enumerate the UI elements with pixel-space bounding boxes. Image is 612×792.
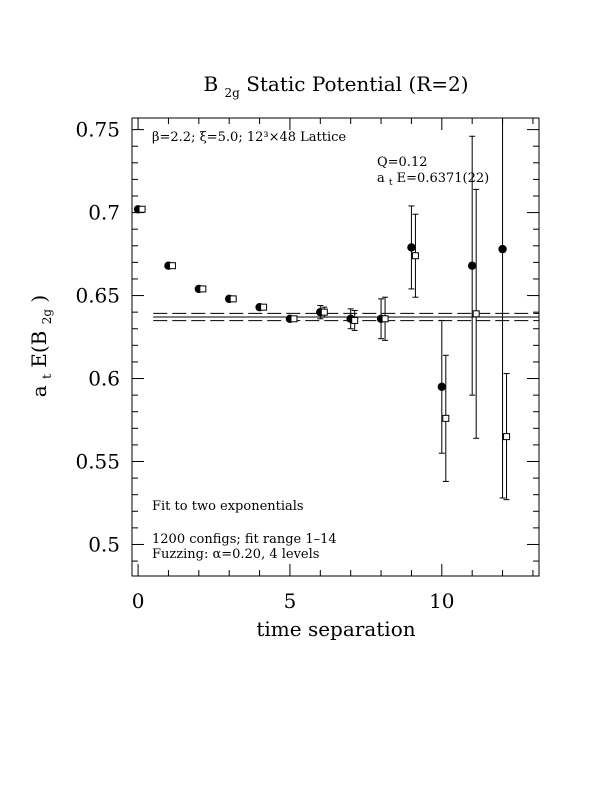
- data-point-circle: [407, 243, 416, 252]
- x-axis-label: time separation: [256, 617, 415, 641]
- fuzzing-annotation: Fuzzing: α=0.20, 4 levels: [152, 547, 319, 562]
- data-point-square: [290, 315, 298, 323]
- data-point-square: [411, 252, 419, 260]
- data-point-square: [381, 315, 389, 323]
- x-tick-labels: 0 5 10: [132, 589, 455, 613]
- data-points: [133, 118, 511, 501]
- fit-energy-sub: t: [389, 178, 393, 188]
- y-axis-label-sub-2g: 2g: [40, 309, 54, 325]
- y-tick-label: 0.7: [88, 201, 120, 225]
- data-point-square: [168, 262, 176, 270]
- x-tick-label: 0: [132, 589, 145, 613]
- y-tick-label: 0.75: [75, 118, 120, 142]
- fit-note-annotation: Fit to two exponentials: [152, 499, 304, 514]
- fit-energy-annotation: a t E=0.6371(22): [377, 171, 489, 189]
- chart-title-main: B: [203, 72, 218, 96]
- y-tick-label: 0.65: [75, 284, 120, 308]
- y-axis-label-close: ): [27, 295, 51, 303]
- data-point-square: [199, 285, 207, 293]
- data-point-square: [138, 205, 146, 213]
- axis-ticks: [132, 118, 539, 576]
- y-tick-labels: 0.5 0.55 0.6 0.65 0.7 0.75: [75, 118, 120, 557]
- data-point-square: [351, 316, 359, 324]
- y-tick-label: 0.5: [88, 532, 120, 556]
- data-point-square: [320, 308, 328, 316]
- y-axis-label-a: a: [27, 385, 51, 397]
- data-point-circle: [498, 244, 507, 254]
- data-point-square: [229, 295, 237, 303]
- data-point-square: [260, 303, 268, 311]
- configs-annotation: 1200 configs; fit range 1–14: [152, 532, 337, 547]
- data-point-square: [442, 414, 450, 422]
- chart-title: B 2g Static Potential (R=2): [203, 72, 468, 102]
- fit-lines: [153, 312, 539, 322]
- chart-title-rest: Static Potential (R=2): [246, 72, 468, 96]
- x-tick-label: 10: [429, 589, 454, 613]
- data-point-circle: [437, 382, 447, 392]
- y-tick-label: 0.55: [75, 450, 120, 474]
- fit-q-annotation: Q=0.12: [377, 155, 428, 170]
- chart-title-subscript: 2g: [225, 86, 241, 100]
- x-tick-label: 5: [284, 589, 297, 613]
- y-tick-label: 0.6: [88, 367, 120, 391]
- data-point-square: [472, 310, 480, 318]
- lattice-annotation: β=2.2; ξ=5.0; 12³×48 Lattice: [152, 130, 346, 145]
- y-axis-label: a t E(B 2g ): [27, 295, 56, 397]
- data-point-circle: [467, 261, 477, 270]
- data-point-square: [503, 433, 511, 441]
- plot-frame: [131, 117, 540, 577]
- y-axis-label-mid: E(B: [27, 331, 51, 368]
- fit-energy-a: a: [377, 171, 385, 186]
- y-axis-label-sub-t: t: [40, 374, 54, 379]
- fit-energy-value: E=0.6371(22): [397, 171, 490, 186]
